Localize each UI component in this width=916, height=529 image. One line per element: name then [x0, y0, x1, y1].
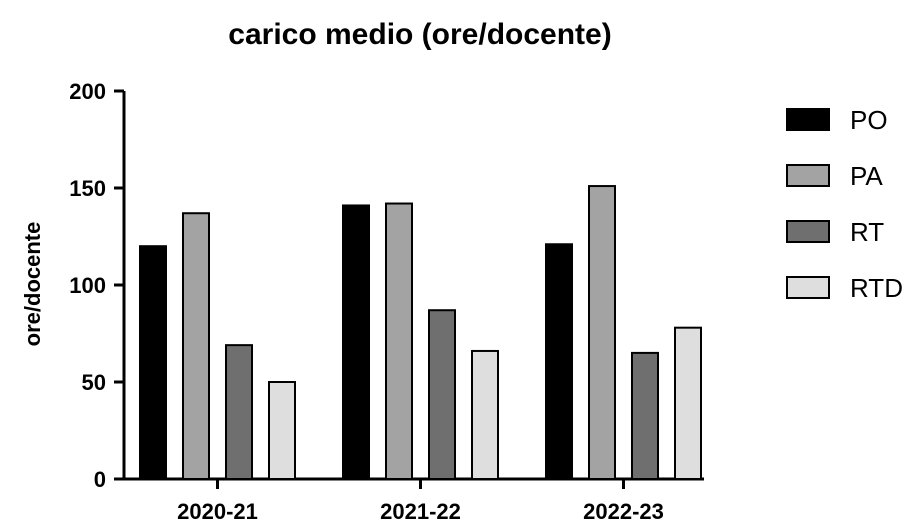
legend-label-po: PO	[850, 105, 888, 135]
y-tick-label: 50	[82, 370, 106, 395]
legend-swatch-rt	[786, 220, 830, 243]
x-tick-label: 2020-21	[177, 499, 258, 524]
y-tick-label: 0	[94, 467, 106, 492]
bars	[139, 185, 702, 481]
legend-swatch-po	[786, 108, 830, 131]
bar-rt-2021-22	[428, 309, 456, 480]
bar-rtd-2022-23	[674, 326, 702, 480]
chart-title: carico medio (ore/docente)	[228, 18, 611, 51]
bar-pa-2021-22	[385, 202, 413, 481]
legend-label-pa: PA	[850, 161, 883, 191]
bar-pa-2022-23	[588, 185, 616, 480]
bar-rtd-2020-21	[268, 381, 296, 480]
legend: PO PA RT RTD	[786, 105, 903, 303]
bar-po-2020-21	[139, 245, 167, 480]
bar-pa-2020-21	[182, 212, 210, 480]
y-tick-label: 150	[69, 176, 106, 201]
x-tick-label: 2021-22	[380, 499, 461, 524]
bar-rt-2022-23	[631, 351, 659, 480]
bar-po-2022-23	[545, 243, 573, 480]
legend-label-rtd: RTD	[850, 273, 903, 303]
legend-swatch-rtd	[786, 276, 830, 299]
y-tick-label: 200	[69, 79, 106, 104]
legend-swatch-pa	[786, 164, 830, 187]
y-tick-label: 100	[69, 273, 106, 298]
bar-rtd-2021-22	[471, 349, 499, 480]
x-tick-label: 2022-23	[583, 499, 664, 524]
y-axis-label: ore/docente	[20, 222, 45, 347]
bar-rt-2020-21	[225, 344, 253, 481]
x-ticks: 2020-21 2021-22 2022-23	[177, 479, 664, 524]
legend-label-rt: RT	[850, 217, 884, 247]
bar-po-2021-22	[342, 204, 370, 481]
y-ticks: 0 50 100 150 200	[69, 79, 124, 492]
